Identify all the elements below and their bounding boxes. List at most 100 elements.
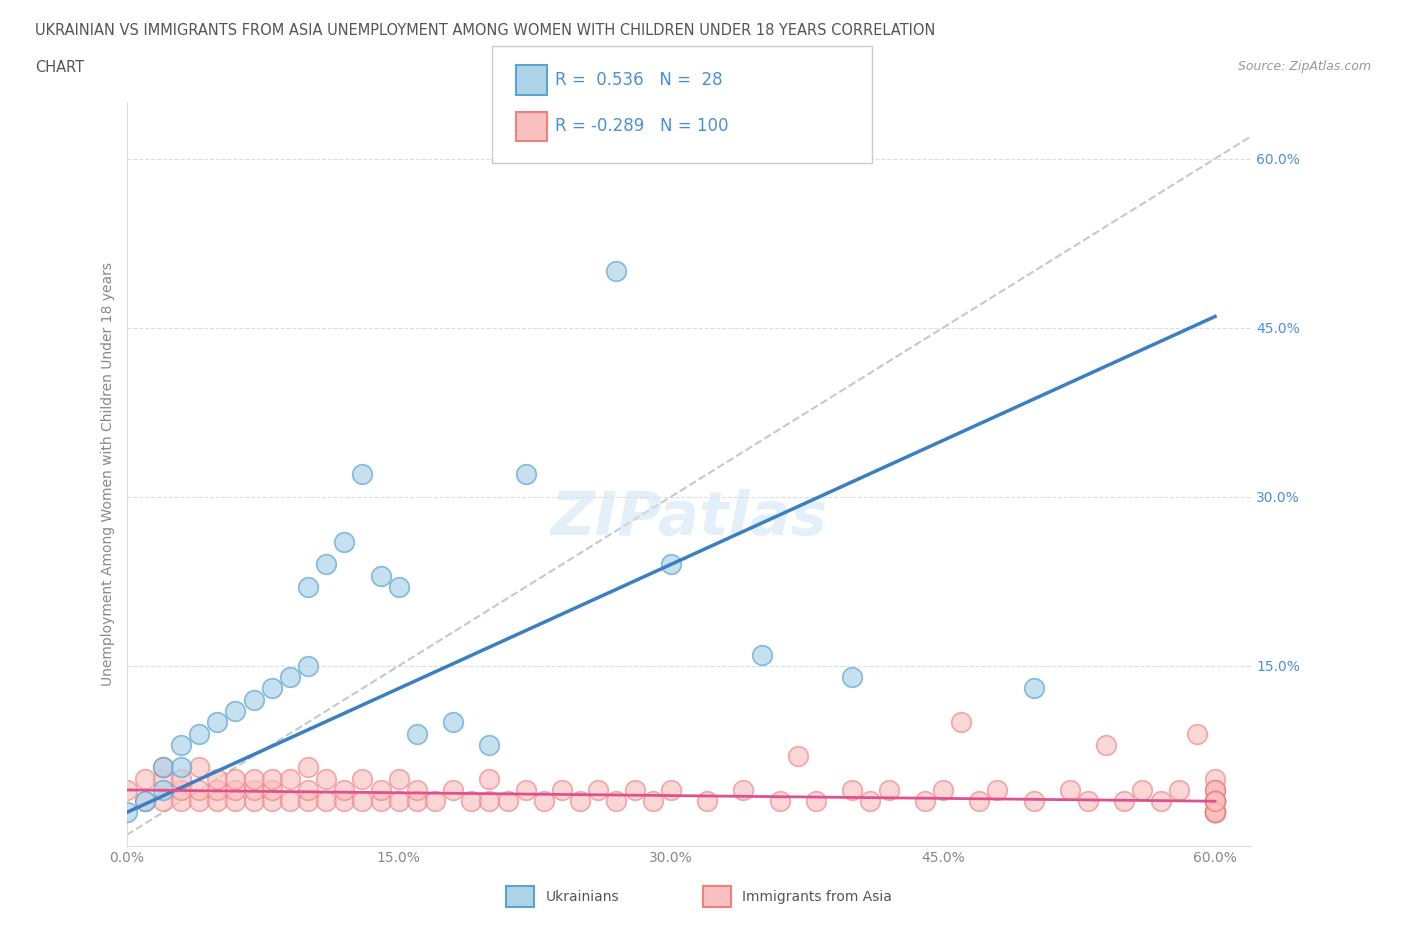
Point xyxy=(1167,782,1189,797)
Point xyxy=(315,771,337,786)
Point xyxy=(315,794,337,809)
Point xyxy=(278,670,301,684)
Text: Immigrants from Asia: Immigrants from Asia xyxy=(742,889,893,904)
Point xyxy=(134,794,156,809)
Text: Source: ZipAtlas.com: Source: ZipAtlas.com xyxy=(1237,60,1371,73)
Point xyxy=(370,568,392,583)
Point xyxy=(696,794,718,809)
Point xyxy=(605,794,627,809)
Point xyxy=(1059,782,1081,797)
Point xyxy=(260,681,283,696)
Text: ZIPatlas: ZIPatlas xyxy=(550,489,828,549)
Point xyxy=(152,782,174,797)
Point xyxy=(932,782,955,797)
Point xyxy=(1204,794,1226,809)
Point xyxy=(207,715,229,730)
Point xyxy=(405,794,427,809)
Point xyxy=(1204,782,1226,797)
Point xyxy=(1204,794,1226,809)
Point xyxy=(188,782,211,797)
Point xyxy=(1204,805,1226,820)
Point xyxy=(1095,737,1118,752)
Point xyxy=(1185,726,1208,741)
Point xyxy=(152,794,174,809)
Point xyxy=(152,771,174,786)
Point xyxy=(405,726,427,741)
Point xyxy=(1114,794,1136,809)
Point xyxy=(751,647,773,662)
Point xyxy=(242,771,264,786)
Point xyxy=(605,264,627,279)
Point xyxy=(1204,794,1226,809)
Point xyxy=(986,782,1008,797)
Point xyxy=(207,794,229,809)
Point xyxy=(170,760,193,775)
Point xyxy=(478,771,501,786)
Point xyxy=(478,794,501,809)
Point xyxy=(315,557,337,572)
Point xyxy=(1204,782,1226,797)
Point xyxy=(188,794,211,809)
Point xyxy=(388,579,411,594)
Point xyxy=(278,794,301,809)
Point xyxy=(115,782,138,797)
Point xyxy=(1022,681,1045,696)
Point xyxy=(441,715,464,730)
Point xyxy=(1149,794,1171,809)
Point xyxy=(1204,794,1226,809)
Point xyxy=(1077,794,1099,809)
Point xyxy=(297,782,319,797)
Point xyxy=(1204,771,1226,786)
Point xyxy=(1204,805,1226,820)
Point xyxy=(207,771,229,786)
Point xyxy=(297,794,319,809)
Point xyxy=(242,692,264,707)
Point xyxy=(551,782,574,797)
Point xyxy=(115,805,138,820)
Text: Ukrainians: Ukrainians xyxy=(546,889,619,904)
Point xyxy=(569,794,592,809)
Point xyxy=(1204,794,1226,809)
Point xyxy=(152,760,174,775)
Point xyxy=(242,794,264,809)
Point xyxy=(478,737,501,752)
Point xyxy=(352,467,374,482)
Point xyxy=(170,782,193,797)
Point xyxy=(388,794,411,809)
Point xyxy=(224,704,246,719)
Point xyxy=(950,715,973,730)
Point xyxy=(188,760,211,775)
Point xyxy=(170,794,193,809)
Point xyxy=(134,771,156,786)
Point xyxy=(297,658,319,673)
Point xyxy=(207,782,229,797)
Point xyxy=(260,771,283,786)
Point xyxy=(260,794,283,809)
Point xyxy=(659,557,682,572)
Point xyxy=(841,670,863,684)
Point xyxy=(1204,805,1226,820)
Point xyxy=(641,794,664,809)
Point xyxy=(352,794,374,809)
Point xyxy=(260,782,283,797)
Point xyxy=(1132,782,1154,797)
Point xyxy=(1204,805,1226,820)
Point xyxy=(859,794,882,809)
Point xyxy=(914,794,936,809)
Point xyxy=(1204,794,1226,809)
Point xyxy=(188,726,211,741)
Text: UKRAINIAN VS IMMIGRANTS FROM ASIA UNEMPLOYMENT AMONG WOMEN WITH CHILDREN UNDER 1: UKRAINIAN VS IMMIGRANTS FROM ASIA UNEMPL… xyxy=(35,23,935,38)
Point xyxy=(1204,805,1226,820)
Point xyxy=(1204,805,1226,820)
Point xyxy=(1204,782,1226,797)
Point xyxy=(333,794,356,809)
Point xyxy=(1204,805,1226,820)
Point xyxy=(242,782,264,797)
Point xyxy=(586,782,609,797)
Point xyxy=(333,535,356,550)
Point xyxy=(841,782,863,797)
Point xyxy=(370,794,392,809)
Point xyxy=(423,794,446,809)
Point xyxy=(152,760,174,775)
Point xyxy=(224,794,246,809)
